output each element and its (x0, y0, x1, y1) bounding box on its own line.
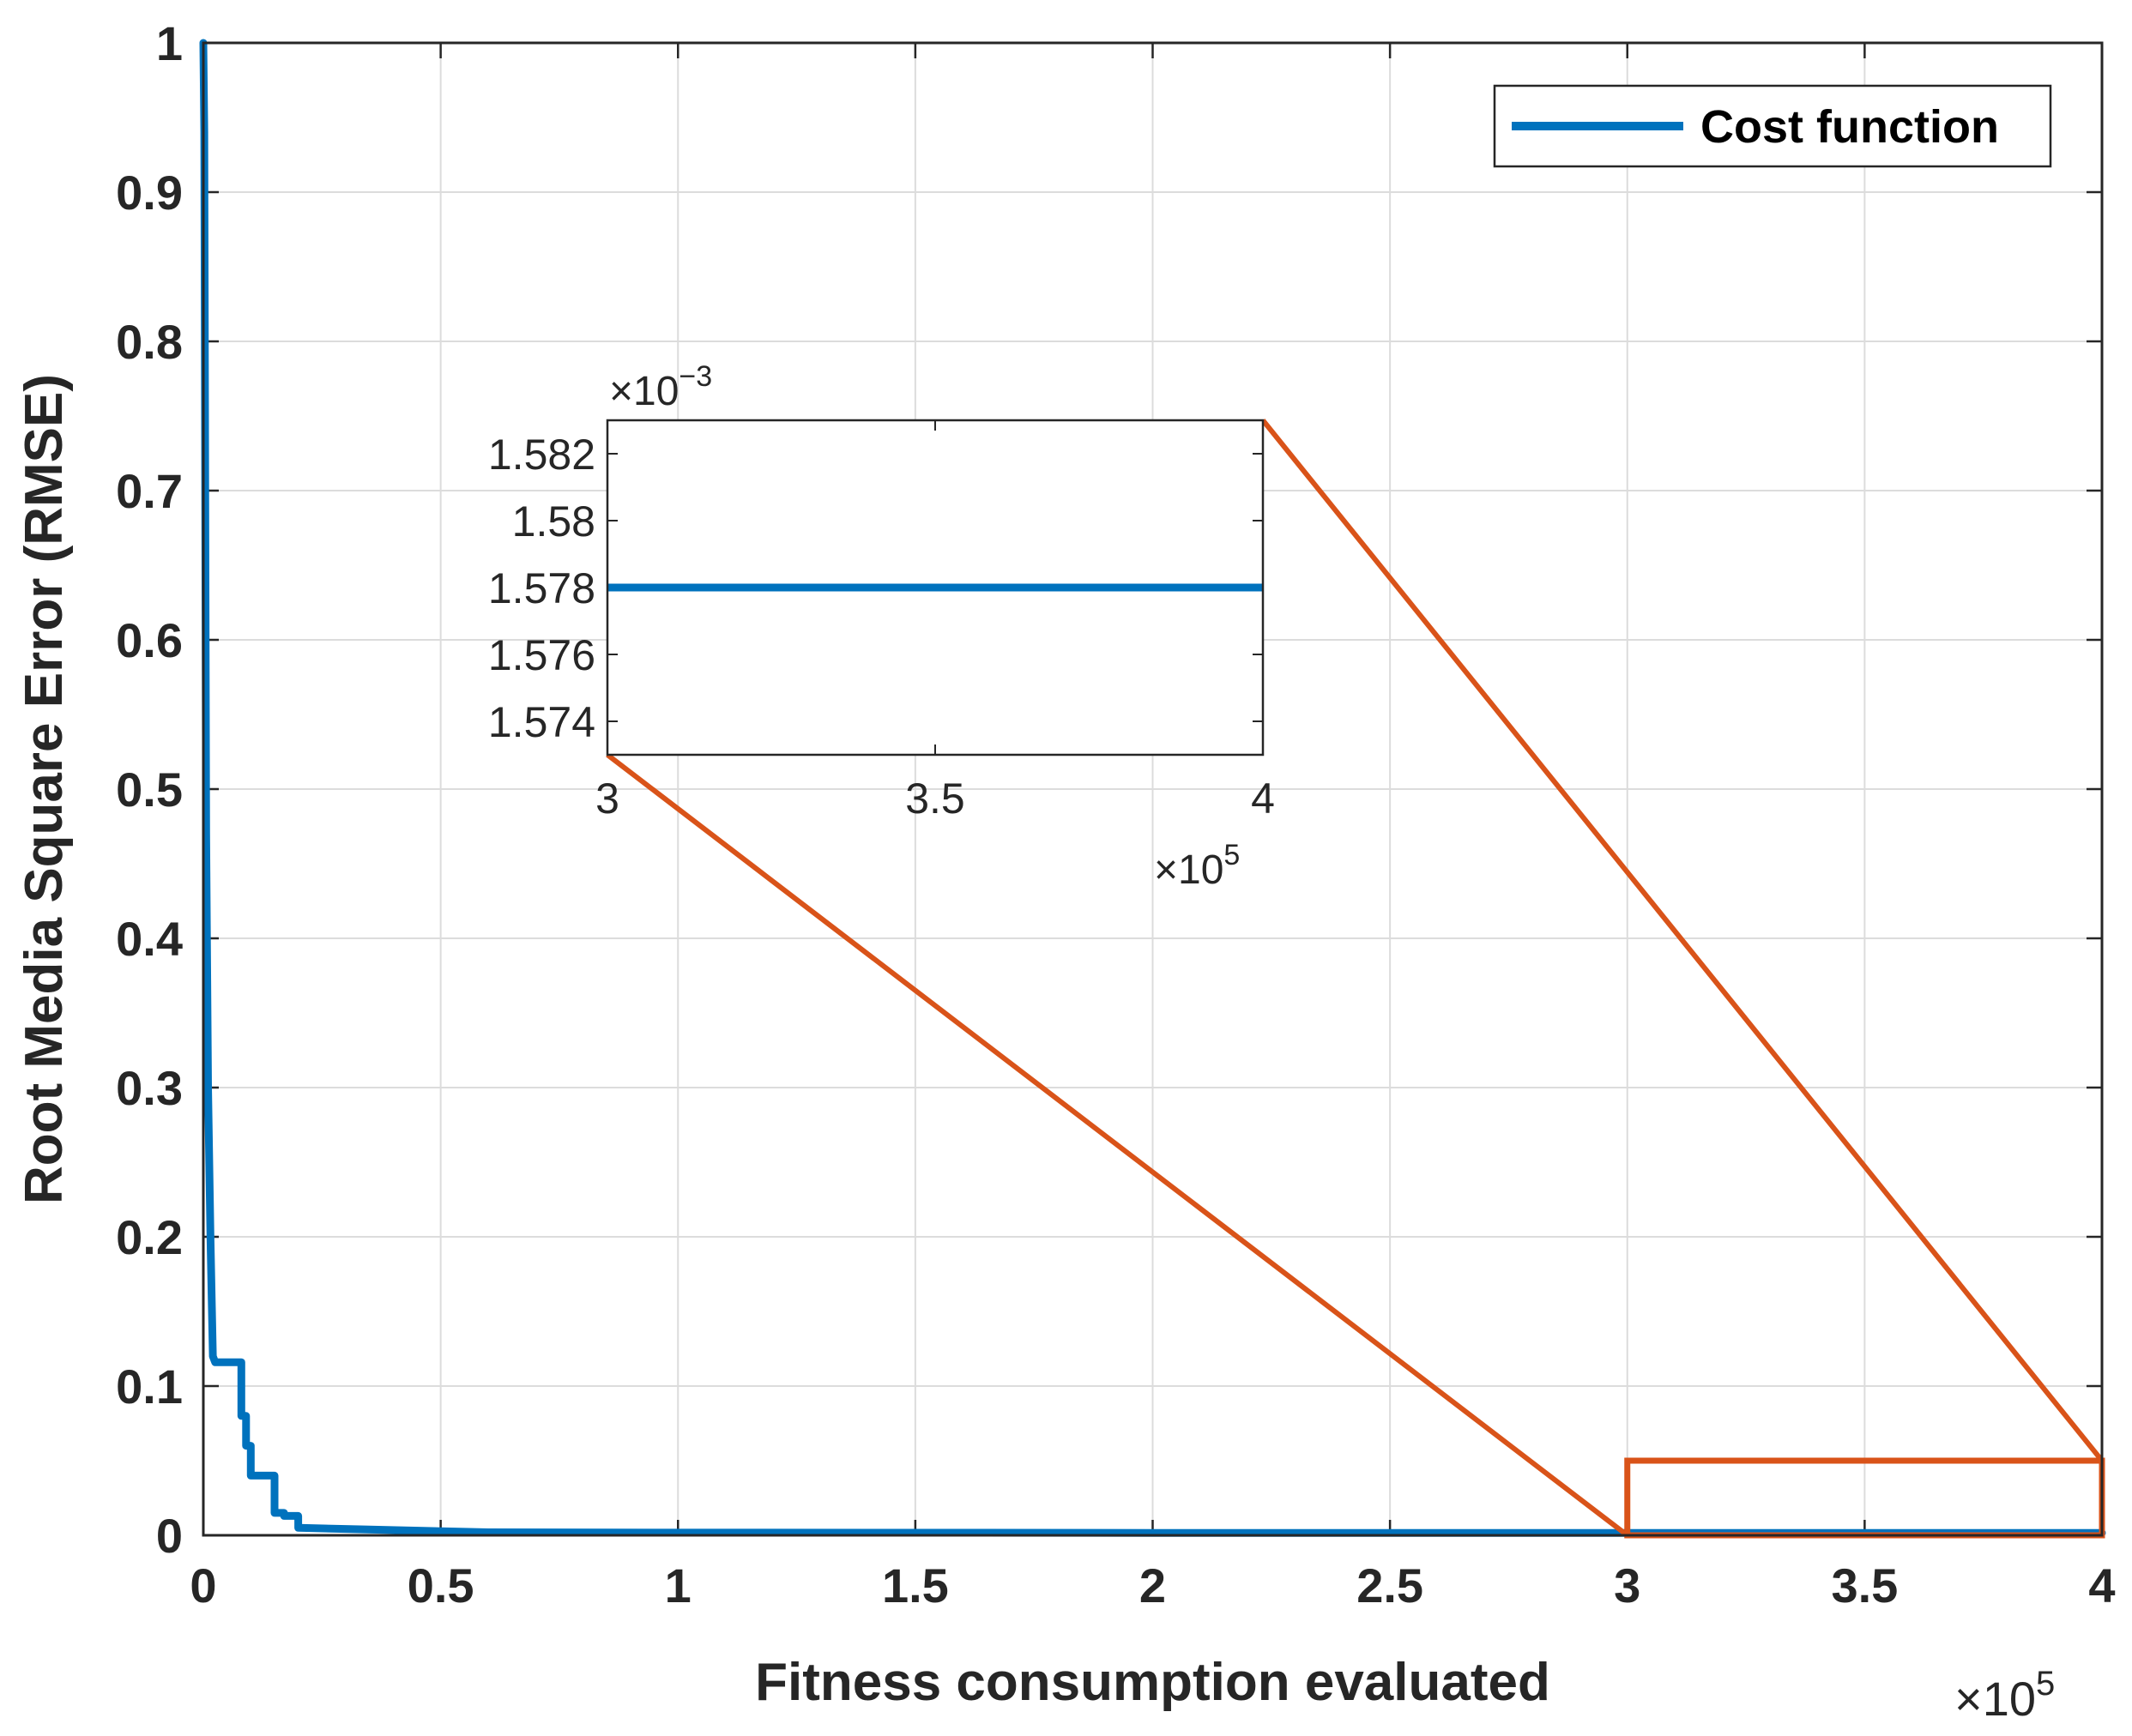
x-axis-multiplier: ×105 (1954, 1665, 2055, 1726)
legend: Cost function (1493, 84, 2052, 168)
y-tick-label: 0.6 (116, 613, 183, 667)
x-axis-multiplier-exponent: 5 (2036, 1665, 2055, 1703)
y-tick-label: 0.1 (116, 1359, 183, 1414)
main-axis-labels: Fitness consumption evaluated Root Media… (15, 374, 2055, 1726)
inset-x-multiplier-base: ×10 (1154, 847, 1223, 893)
inset-y-multiplier-base: ×10 (609, 369, 679, 414)
x-tick-label: 4 (2088, 1558, 2115, 1612)
zoom-connector-right (1260, 419, 2105, 1462)
y-tick-label: 0 (156, 1509, 183, 1563)
y-tick-label: 0.4 (116, 912, 183, 966)
x-tick-label: 1 (665, 1558, 692, 1612)
x-tick-label: 3 (1614, 1558, 1640, 1612)
x-tick-label: 0 (190, 1558, 216, 1612)
series-line-cost-function (199, 39, 2106, 1537)
y-tick-label: 0.2 (116, 1210, 183, 1264)
x-tick-label: 1.5 (882, 1558, 949, 1612)
y-tick-label: 0.7 (116, 464, 183, 518)
y-tick-label: 0.5 (116, 763, 183, 817)
inset-y-tick-label: 1.58 (512, 497, 595, 546)
main-axes-box (202, 41, 2104, 1537)
inset-y-tick-label: 1.582 (488, 431, 595, 479)
inset-x-tick-label: 3 (595, 775, 619, 823)
inset-ticks: 3 3.5 4 1.574 1.576 1.578 1.58 1.582 (488, 420, 1275, 823)
inset-y-tick-label: 1.574 (488, 698, 595, 746)
inset-x-tick-label: 4 (1251, 775, 1275, 823)
x-tick-label: 2 (1139, 1558, 1166, 1612)
inset-y-tick-label: 1.578 (488, 564, 595, 612)
y-tick-label: 0.9 (116, 166, 183, 220)
y-tick-label: 0.8 (116, 315, 183, 369)
main-axes-frame (202, 41, 2104, 1537)
inset-frame (606, 419, 1265, 756)
inset-y-multiplier-exponent: −3 (679, 360, 712, 393)
main-series (199, 39, 2106, 1537)
y-axis-label: Root Media Square Error (RMSE) (15, 374, 74, 1204)
x-axis-multiplier-base: ×10 (1954, 1672, 2036, 1726)
legend-label: Cost function (1700, 101, 1999, 153)
x-tick-label: 0.5 (408, 1558, 474, 1612)
main-ticks: 0 0.5 1 1.5 2 2.5 3 3.5 4 0 0.1 0.2 0.3 0.4 0.5 0.6 0.7 0… (116, 16, 2115, 1612)
inset-y-tick-label: 1.576 (488, 631, 595, 679)
legend-box (1493, 84, 2052, 168)
inset-y-multiplier: ×10−3 (609, 360, 712, 414)
inset-x-tick-label: 3.5 (905, 775, 965, 823)
y-tick-label: 1 (156, 16, 183, 70)
x-axis-label: Fitness consumption evaluated (755, 1653, 1550, 1712)
inset-x-multiplier-exponent: 5 (1223, 839, 1240, 871)
x-tick-label: 2.5 (1356, 1558, 1423, 1612)
y-tick-label: 0.3 (116, 1061, 183, 1115)
x-tick-label: 3.5 (1831, 1558, 1898, 1612)
zoom-connector-left (606, 752, 1629, 1538)
inset-x-multiplier: ×105 (1154, 839, 1240, 893)
